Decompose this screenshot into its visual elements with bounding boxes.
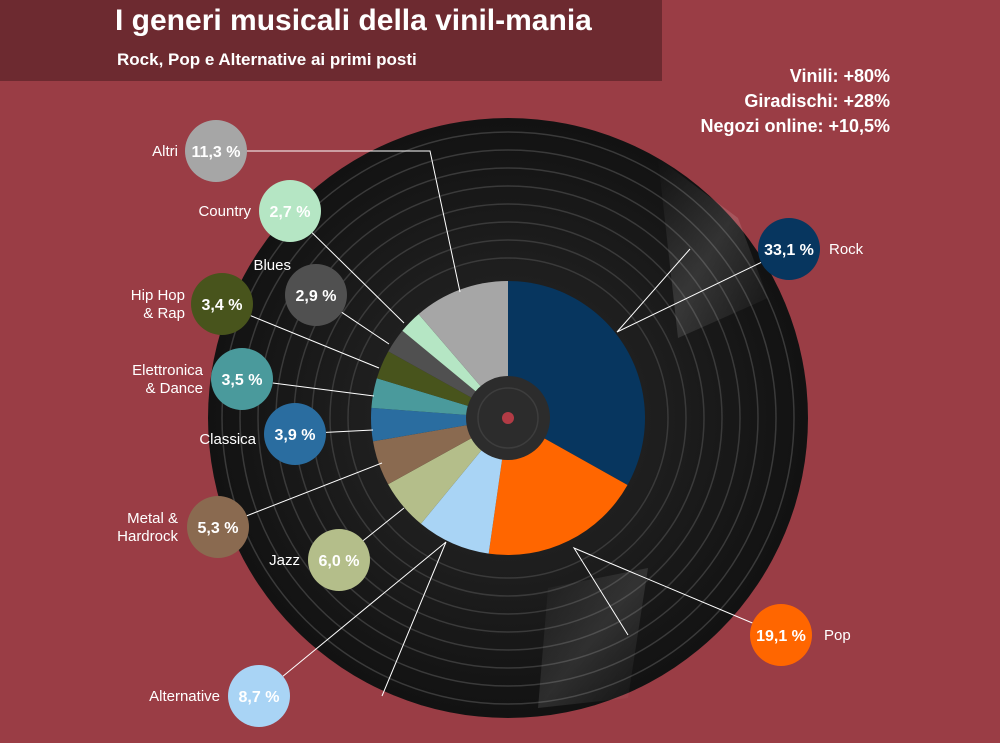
category-label-elettronica-and-dance-line1: Elettronica bbox=[132, 362, 204, 379]
category-label-blues: Blues bbox=[253, 257, 291, 274]
leader-line-rock bbox=[616, 248, 762, 333]
stat-negozi-online: Negozi online: +10,5% bbox=[700, 116, 890, 136]
value-label-classica: 3,9 % bbox=[275, 427, 316, 444]
value-bubble-hip-hop-and-rap bbox=[191, 273, 253, 335]
value-label-country: 2,7 % bbox=[270, 204, 311, 221]
label-ring bbox=[477, 387, 539, 449]
chart-subtitle: Rock, Pop e Alternative ai primi posti bbox=[117, 50, 417, 69]
title-band bbox=[0, 0, 662, 81]
category-label-pop: Pop bbox=[824, 627, 851, 644]
record-label bbox=[466, 376, 550, 460]
value-bubble-alternative bbox=[228, 665, 290, 727]
leader-lines bbox=[246, 150, 762, 697]
value-label-hip-hop-and-rap: 3,4 % bbox=[202, 297, 243, 314]
value-bubble-blues bbox=[285, 264, 347, 326]
leader-line-alternative bbox=[282, 541, 447, 697]
spindle-hole bbox=[502, 412, 514, 424]
leader-line-metal-and-hardrock bbox=[246, 462, 383, 517]
value-bubble-classica bbox=[264, 403, 326, 465]
value-bubble-metal-and-hardrock bbox=[187, 496, 249, 558]
category-label-alternative: Alternative bbox=[149, 688, 220, 705]
leader-line-country bbox=[311, 232, 405, 324]
value-label-metal-and-hardrock: 5,3 % bbox=[198, 520, 239, 537]
value-bubble-jazz bbox=[308, 529, 370, 591]
category-label-hip-hop-and-rap-line1: Hip Hop bbox=[131, 287, 185, 304]
category-label-altri: Altri bbox=[152, 143, 178, 160]
record-groove bbox=[257, 167, 759, 669]
value-label-alternative: 8,7 % bbox=[239, 689, 280, 706]
record-groove bbox=[347, 257, 669, 579]
category-label-elettronica-and-dance-line2: & Dance bbox=[145, 380, 203, 397]
value-bubbles: 33,1 % 19,1 % 8,7 % 6,0 % 5,3 % 3,9 % 3,5 % 3,4… bbox=[185, 120, 820, 727]
leader-line-blues bbox=[341, 311, 390, 345]
leader-line-elettronica-and-dance bbox=[272, 382, 375, 397]
stat-vinili: Vinili: +80% bbox=[789, 66, 890, 86]
value-bubble-pop bbox=[750, 604, 812, 666]
record-sheen bbox=[538, 568, 648, 708]
value-label-pop: 19,1 % bbox=[756, 628, 806, 645]
category-label-jazz: Jazz bbox=[269, 552, 300, 569]
value-label-elettronica-and-dance: 3,5 % bbox=[222, 372, 263, 389]
category-label-hip-hop-and-rap-line2: & Rap bbox=[143, 305, 185, 322]
value-bubble-rock bbox=[758, 218, 820, 280]
category-labels: Rock Pop Alternative Jazz Metal &Hardrock Cla… bbox=[117, 143, 864, 705]
record-groove bbox=[221, 131, 795, 705]
value-bubble-country bbox=[259, 180, 321, 242]
leader-line-altri bbox=[247, 150, 461, 293]
value-bubble-elettronica-and-dance bbox=[211, 348, 273, 410]
value-bubble-altri bbox=[185, 120, 247, 182]
leader-line-jazz bbox=[362, 507, 405, 542]
value-label-jazz: 6,0 % bbox=[319, 553, 360, 570]
value-label-altri: 11,3 % bbox=[192, 144, 241, 161]
record-sheen bbox=[658, 158, 768, 338]
chart-title: I generi musicali della vinil-mania bbox=[115, 4, 592, 37]
category-label-country: Country bbox=[198, 203, 251, 220]
record-groove bbox=[329, 239, 687, 597]
value-label-blues: 2,9 % bbox=[296, 288, 337, 305]
leader-line-pop bbox=[572, 546, 753, 636]
category-label-metal-and-hardrock-line1: Metal & bbox=[127, 510, 178, 527]
stat-giradischi: Giradischi: +28% bbox=[744, 91, 890, 111]
value-label-rock: 33,1 % bbox=[764, 242, 814, 259]
category-label-rock: Rock bbox=[829, 241, 864, 258]
leader-line-classica bbox=[325, 429, 374, 433]
record-groove bbox=[239, 149, 777, 687]
stats-box: Vinili: +80% Giradischi: +28% Negozi onl… bbox=[700, 64, 890, 139]
category-label-metal-and-hardrock-line2: Hardrock bbox=[117, 528, 178, 545]
category-label-classica: Classica bbox=[199, 431, 256, 448]
leader-line-hip-hop-and-rap bbox=[250, 315, 380, 369]
